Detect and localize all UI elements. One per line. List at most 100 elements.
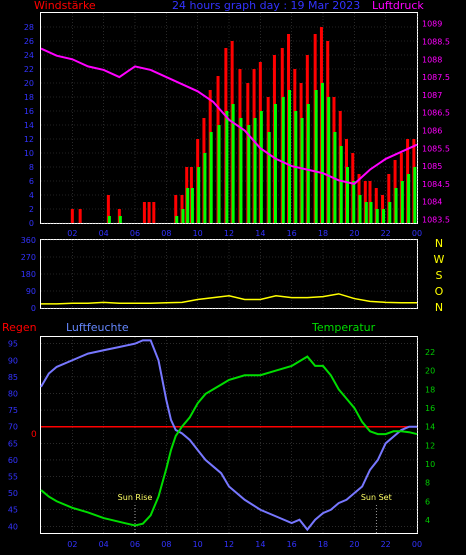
wind-avg-bar bbox=[259, 111, 263, 223]
wind-avg-bar bbox=[300, 118, 304, 223]
humidity-tick-label: 90 bbox=[8, 356, 18, 365]
direction-panel-frame bbox=[40, 239, 418, 309]
x-tick-label: 10 bbox=[193, 540, 203, 549]
temperature-tick-label: 22 bbox=[425, 348, 435, 357]
pressure-tick-label: 1087 bbox=[422, 91, 442, 100]
wind-gust-bar bbox=[374, 188, 378, 223]
sun-annotation: Sun Rise bbox=[118, 493, 153, 502]
humidity-tick-label: 55 bbox=[8, 473, 18, 482]
x-tick-label: 20 bbox=[349, 229, 359, 238]
wind-avg-bar bbox=[339, 146, 343, 223]
pressure-tick-label: 1085 bbox=[422, 162, 442, 171]
x-tick-label: 14 bbox=[255, 229, 265, 238]
direction-series bbox=[41, 293, 417, 305]
temperature-tick-label: 18 bbox=[425, 385, 435, 394]
wind-tick-label: 14 bbox=[24, 121, 34, 130]
pressure-series bbox=[40, 47, 418, 185]
compass-label: N bbox=[435, 237, 443, 250]
compass-label: W bbox=[434, 253, 445, 266]
wind-avg-bar bbox=[333, 132, 337, 223]
pressure-tick-label: 1087.5 bbox=[422, 73, 450, 82]
x-tick-label: 12 bbox=[224, 540, 234, 549]
wind-avg-bar bbox=[209, 132, 213, 223]
x-tick-label: 00 bbox=[412, 540, 422, 549]
wind-tick-label: 24 bbox=[24, 51, 34, 60]
wind-avg-bar bbox=[118, 216, 122, 223]
temperature-tick-label: 4 bbox=[425, 516, 430, 525]
direction-tick-label: 90 bbox=[26, 287, 36, 296]
x-tick-label: 12 bbox=[224, 229, 234, 238]
x-tick-label: 02 bbox=[67, 229, 77, 238]
wind-avg-bar bbox=[281, 97, 285, 223]
x-tick-label: 08 bbox=[161, 229, 171, 238]
tick-labels: 0202040406060808101012121414161618182020… bbox=[8, 20, 450, 549]
wind-avg-bar bbox=[225, 111, 229, 223]
wind-tick-label: 18 bbox=[24, 93, 34, 102]
wind-avg-bar bbox=[203, 153, 207, 223]
wind-tick-label: 26 bbox=[24, 37, 34, 46]
wind-tick-label: 2 bbox=[29, 205, 34, 214]
pressure-tick-label: 1083.5 bbox=[422, 215, 450, 224]
wind-axis-title: Windstärke bbox=[34, 0, 96, 12]
x-tick-label: 22 bbox=[381, 540, 391, 549]
wind-avg-bar bbox=[358, 195, 362, 223]
wind-avg-bar bbox=[327, 97, 331, 223]
direction-tick-label: 360 bbox=[21, 236, 36, 245]
pressure-tick-label: 1088 bbox=[422, 55, 442, 64]
pressure-tick-label: 1088.5 bbox=[422, 37, 450, 46]
pressure-tick-label: 1084.5 bbox=[422, 180, 450, 189]
temperature-tick-label: 6 bbox=[425, 497, 430, 506]
humidity-tick-label: 60 bbox=[8, 456, 18, 465]
x-tick-label: 06 bbox=[130, 229, 140, 238]
temperature-tick-label: 16 bbox=[425, 404, 435, 413]
pressure-tick-label: 1085.5 bbox=[422, 144, 450, 153]
rain-axis-title: Regen bbox=[2, 321, 37, 334]
x-tick-label: 00 bbox=[412, 229, 422, 238]
humidity-tick-label: 85 bbox=[8, 373, 18, 382]
humidity-tick-label: 40 bbox=[8, 522, 18, 531]
wind-tick-label: 8 bbox=[29, 163, 34, 172]
climate-series: Sun Rise Sun Set bbox=[40, 339, 418, 533]
temperature-tick-label: 8 bbox=[425, 479, 430, 488]
wind-gust-bar bbox=[106, 195, 110, 223]
x-tick-label: 10 bbox=[193, 229, 203, 238]
pressure-tick-label: 1084 bbox=[422, 198, 442, 207]
wind-tick-label: 22 bbox=[24, 65, 34, 74]
wind-avg-bar bbox=[288, 90, 292, 223]
wind-gust-bar bbox=[152, 202, 156, 223]
humidity-tick-label: 45 bbox=[8, 506, 18, 515]
wind-avg-bar bbox=[369, 202, 373, 223]
x-tick-label: 04 bbox=[99, 540, 109, 549]
pressure-tick-label: 1086 bbox=[422, 126, 442, 135]
x-tick-label: 06 bbox=[130, 540, 140, 549]
wind-avg-bar bbox=[375, 209, 379, 223]
wind-avg-bar bbox=[197, 167, 201, 223]
wind-avg-bar bbox=[175, 216, 179, 223]
wind-avg-bar bbox=[306, 104, 310, 223]
pressure-line bbox=[40, 47, 418, 185]
direction-tick-label: 0 bbox=[31, 304, 36, 313]
wind-gust-bar bbox=[70, 209, 74, 223]
direction-tick-label: 270 bbox=[21, 253, 36, 262]
wind-avg-bar bbox=[407, 174, 411, 223]
wind-bars bbox=[70, 27, 417, 223]
wind-avg-bar bbox=[253, 118, 257, 223]
direction-tick-label: 180 bbox=[21, 270, 36, 279]
temperature-line bbox=[40, 355, 418, 527]
x-tick-label: 18 bbox=[318, 229, 328, 238]
wind-panel-frame bbox=[40, 12, 418, 224]
wind-avg-bar bbox=[413, 167, 417, 223]
wind-avg-bar bbox=[239, 118, 243, 223]
wind-tick-label: 16 bbox=[24, 107, 34, 116]
wind-avg-bar bbox=[346, 167, 349, 223]
wind-avg-bar bbox=[388, 202, 392, 223]
wind-tick-label: 20 bbox=[24, 79, 34, 88]
wind-avg-bar bbox=[352, 181, 356, 223]
wind-avg-bar bbox=[314, 90, 318, 223]
rain-zero-label: 0 bbox=[31, 430, 37, 440]
wind-tick-label: 0 bbox=[29, 219, 34, 228]
wind-tick-label: 12 bbox=[24, 135, 34, 144]
wind-tick-label: 28 bbox=[24, 23, 34, 32]
wind-avg-bar bbox=[320, 83, 324, 223]
